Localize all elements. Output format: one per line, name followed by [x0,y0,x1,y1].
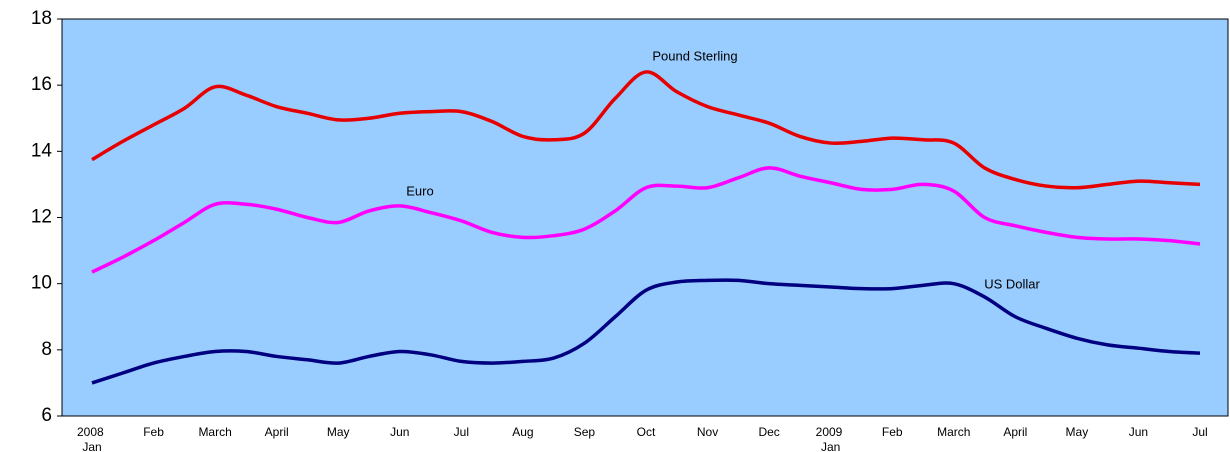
x-tick-label: Sep [574,425,596,439]
y-tick-label: 16 [31,74,52,95]
x-tick-label: May [327,425,350,439]
x-tick-label: Aug [512,425,533,439]
y-tick-label: 18 [31,8,52,29]
y-tick-label: 10 [31,273,52,294]
x-tick-label: Feb [143,425,164,439]
x-tick-label: March [937,425,970,439]
x-tick-label: 2009 Jan [816,425,846,452]
x-tick-label: Oct [637,425,656,439]
series-line [91,70,1201,190]
y-tick-label: 6 [41,405,52,426]
x-tick-label: 2008 Jan [77,425,107,452]
x-tick-label: Jul [454,425,469,439]
series-label: Pound Sterling [652,48,737,63]
y-tick-label: 12 [31,207,52,228]
x-tick-label: Jun [1129,425,1148,439]
y-tick-label: 8 [41,339,52,360]
x-tick-label: Dec [758,425,779,439]
series-line [91,278,1201,385]
x-tick-label: Feb [882,425,903,439]
x-tick-label: April [265,425,289,439]
plot-area [61,18,1229,417]
x-tick-label: Nov [697,425,718,439]
x-tick-label: March [198,425,231,439]
x-tick-label: May [1066,425,1089,439]
y-tick-label: 14 [31,140,53,161]
x-tick-label: April [1003,425,1027,439]
series-label: Euro [406,183,433,198]
series-line [91,166,1201,274]
series-label: US Dollar [984,276,1040,291]
x-tick-label: Jul [1192,425,1207,439]
x-tick-label: Jun [390,425,409,439]
